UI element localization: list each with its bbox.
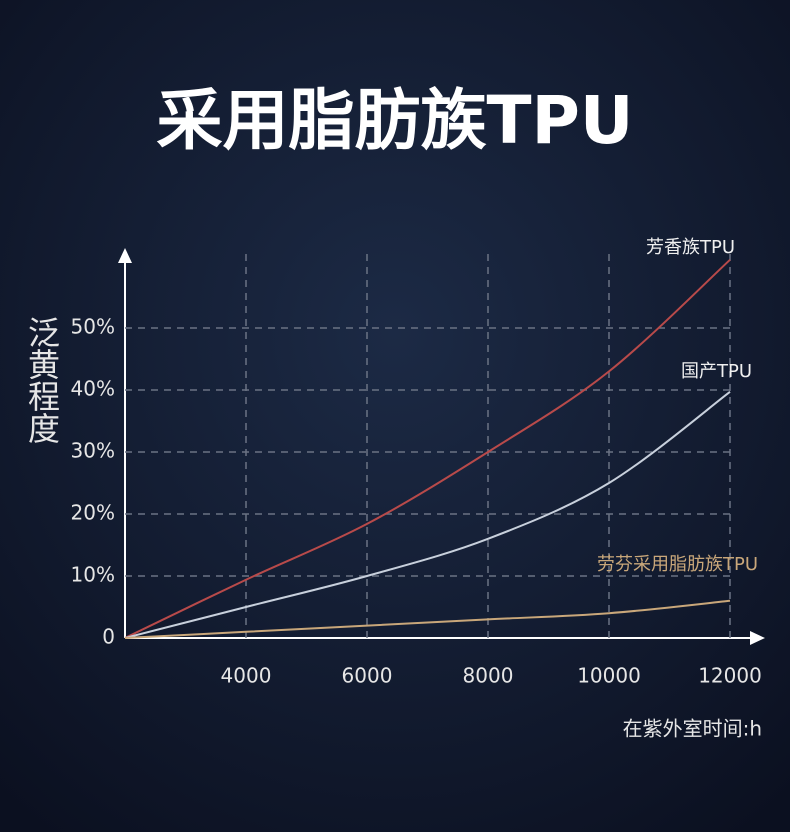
x-tick-label: 6000	[342, 664, 393, 688]
line-series	[124, 391, 731, 639]
chart-title: 采用脂肪族TPU	[157, 82, 634, 159]
series-label: 国产TPU	[681, 361, 752, 382]
series-label: 劳芬采用脂肪族TPU	[597, 554, 758, 575]
x-tick-label: 8000	[463, 664, 514, 688]
line-series	[124, 259, 731, 639]
x-tick-label: 10000	[577, 664, 641, 688]
series-label: 芳香族TPU	[646, 237, 735, 258]
y-axis-label: 泛黄程度	[23, 316, 61, 444]
x-axis-arrow	[750, 631, 765, 645]
y-tick-label: 40%	[71, 377, 115, 401]
y-tick-label: 20%	[71, 501, 115, 525]
line-series	[124, 599, 731, 639]
y-tick-label: 50%	[71, 315, 115, 339]
y-tick-label: 30%	[71, 439, 115, 463]
x-tick-label: 4000	[221, 664, 272, 688]
y-tick-label: 10%	[71, 563, 115, 587]
x-tick-label: 12000	[698, 664, 762, 688]
x-axis-label: 在紫外室时间:h	[623, 717, 762, 741]
y-axis-arrow	[118, 248, 132, 263]
y-tick-label: 0	[102, 625, 115, 649]
